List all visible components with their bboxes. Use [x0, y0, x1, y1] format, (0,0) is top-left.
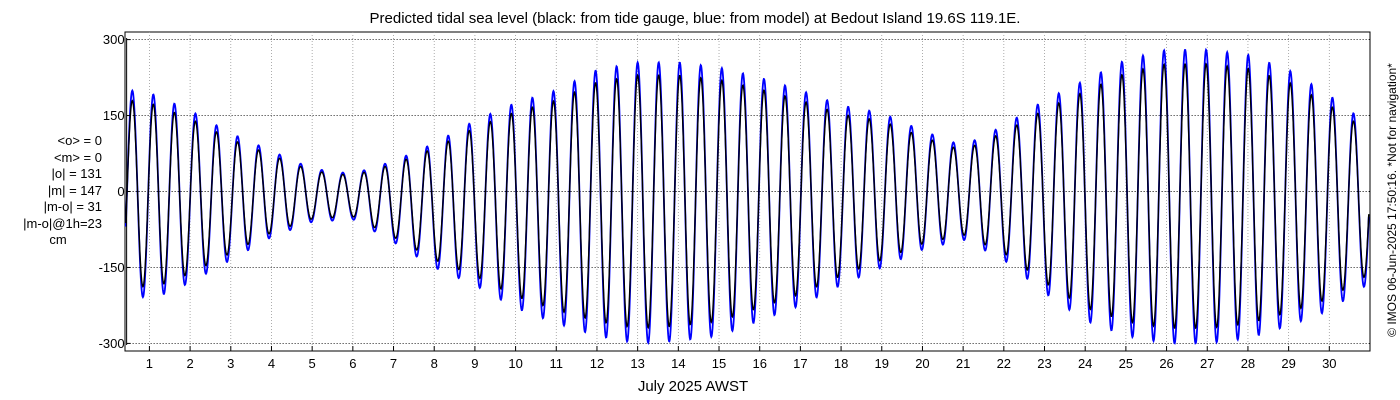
x-tick-label: 9: [471, 356, 478, 371]
x-tick-label: 26: [1159, 356, 1173, 371]
x-tick-label: 15: [712, 356, 726, 371]
x-tick-label: 14: [671, 356, 685, 371]
credit-text: © IMOS 06-Jun-2025 17:50:16. *Not for na…: [1385, 63, 1399, 337]
x-tick-label: 30: [1322, 356, 1336, 371]
x-tick-label: 5: [309, 356, 316, 371]
stat-mean-obs: <o> = 0: [57, 133, 102, 148]
series-gauge-line: [125, 62, 1370, 330]
stat-abs-diff-1h: |m-o|@1h=23: [23, 215, 102, 231]
x-tick-label: 18: [834, 356, 848, 371]
stat-unit: cm: [49, 232, 67, 247]
stat-abs-model: |m| = 147: [47, 182, 102, 198]
axis-ticks: 1 2 3 4 5 6 7 8 9 10 11 12 13 14 15 16 17 18 19 20 21 22 23 24 2…: [99, 32, 1337, 371]
x-tick-label: 13: [630, 356, 644, 371]
chart-title: Predicted tidal sea level (black: from t…: [369, 10, 1021, 27]
series-lines: [124, 47, 1370, 346]
x-tick-label: 20: [915, 356, 929, 371]
x-tick-label: 25: [1119, 356, 1133, 371]
x-axis-label: July 2025 AWST: [638, 378, 748, 395]
x-tick-label: 22: [997, 356, 1011, 371]
x-tick-label: 11: [550, 356, 564, 371]
x-tick-label: 16: [752, 356, 766, 371]
x-tick-label: 7: [390, 356, 397, 371]
x-tick-label: 27: [1200, 356, 1214, 371]
x-tick-label: 3: [227, 356, 234, 371]
x-tick-label: 8: [431, 356, 438, 371]
stats-panel: <o> = 0 <m> = 0 |o| = 131 |m| = 147 |m-o…: [8, 133, 108, 249]
y-tick-label: 300: [103, 32, 125, 47]
y-tick-label: -150: [99, 260, 125, 275]
x-tick-label: 29: [1281, 356, 1295, 371]
x-tick-label: 24: [1078, 356, 1092, 371]
stat-abs-obs: |o| = 131: [51, 166, 103, 181]
y-tick-label: -300: [99, 336, 125, 351]
stat-abs-diff: |m-o| = 31: [43, 199, 102, 214]
x-tick-label: 1: [146, 356, 153, 371]
x-tick-label: 19: [875, 356, 889, 371]
x-tick-label: 2: [186, 356, 193, 371]
x-tick-label: 17: [793, 356, 807, 371]
x-tick-label: 28: [1241, 356, 1255, 371]
stat-mean-model: <m> = 0: [53, 149, 102, 165]
x-tick-label: 12: [590, 356, 604, 371]
x-tick-label: 6: [349, 356, 356, 371]
y-tick-label: 150: [103, 108, 125, 123]
x-tick-label: 21: [956, 356, 970, 371]
x-tick-label: 10: [508, 356, 522, 371]
y-tick-label: 0: [117, 184, 124, 199]
x-tick-label: 23: [1037, 356, 1051, 371]
x-tick-label: 4: [268, 356, 275, 371]
